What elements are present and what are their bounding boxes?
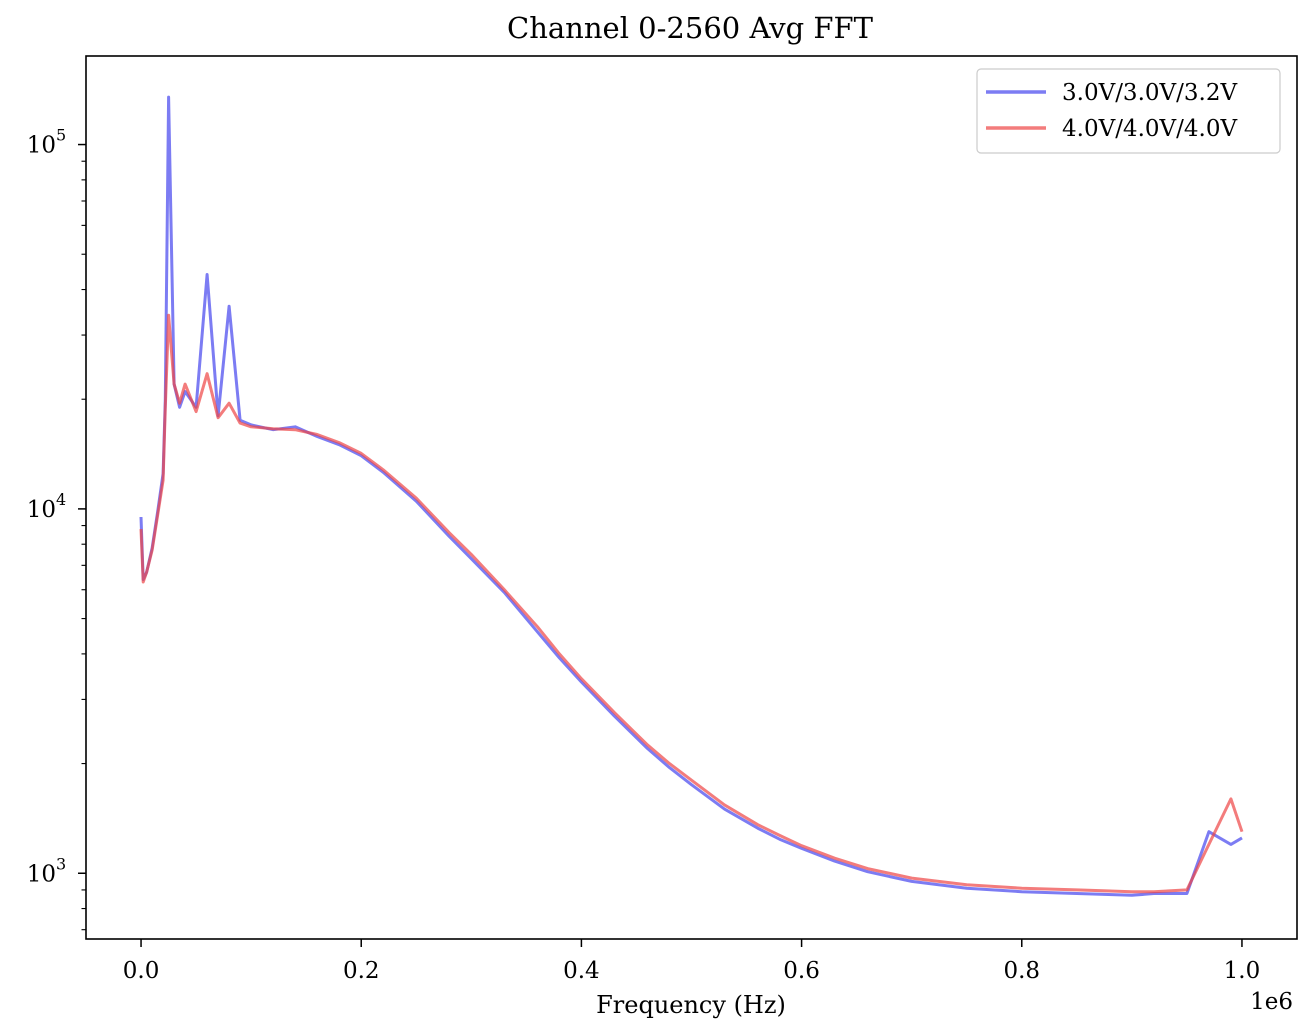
y-tick-exponent: 5: [56, 126, 66, 145]
plot-frame: [85, 55, 1298, 940]
legend-box: [976, 68, 1281, 154]
chart-title: Channel 0-2560 Avg FFT: [507, 11, 874, 45]
x-tick-label: 0.0: [123, 958, 160, 984]
y-tick-label: 10: [27, 133, 56, 159]
x-tick-label: 1.0: [1224, 958, 1261, 984]
legend-entry-series-1: 3.0V/3.0V/3.2V: [1062, 80, 1237, 106]
y-tick-exponent: 4: [56, 490, 66, 509]
x-tick-label: 0.6: [783, 958, 820, 984]
x-tick-label: 0.8: [1003, 958, 1040, 984]
y-tick-label: 10: [27, 497, 56, 523]
x-tick-label: 0.4: [563, 958, 600, 984]
series-line-1: [139, 95, 1243, 897]
legend-entry-series-2: 4.0V/4.0V/4.0V: [1062, 116, 1237, 142]
y-tick-exponent: 3: [56, 854, 66, 873]
x-axis-offset-text: 1e6: [1250, 989, 1293, 1015]
plot-lines: [139, 95, 1244, 897]
y-tick-label: 10: [27, 861, 56, 887]
legend: 3.0V/3.0V/3.2V 4.0V/4.0V/4.0V: [976, 68, 1281, 154]
x-axis-label: Frequency (Hz): [596, 991, 786, 1019]
x-axis-ticks: 0.0 0.2 0.4 0.6 0.8 1.0: [123, 939, 1260, 984]
series-line-2: [139, 313, 1244, 894]
x-tick-label: 0.2: [343, 958, 380, 984]
